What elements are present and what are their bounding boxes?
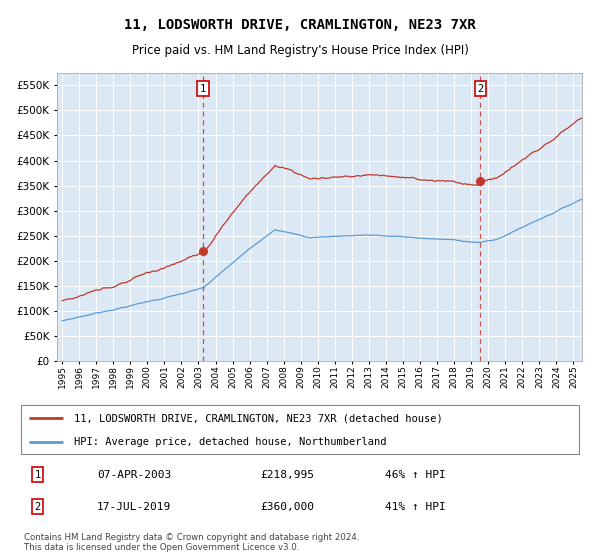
Text: £218,995: £218,995 xyxy=(260,470,314,479)
Text: 1: 1 xyxy=(200,83,206,94)
Text: Contains HM Land Registry data © Crown copyright and database right 2024.
This d: Contains HM Land Registry data © Crown c… xyxy=(23,533,359,552)
Text: £360,000: £360,000 xyxy=(260,502,314,512)
Text: 41% ↑ HPI: 41% ↑ HPI xyxy=(385,502,445,512)
Text: 17-JUL-2019: 17-JUL-2019 xyxy=(97,502,171,512)
Text: HPI: Average price, detached house, Northumberland: HPI: Average price, detached house, Nort… xyxy=(74,436,387,446)
FancyBboxPatch shape xyxy=(21,405,579,454)
Text: Price paid vs. HM Land Registry's House Price Index (HPI): Price paid vs. HM Land Registry's House … xyxy=(131,44,469,57)
Text: 2: 2 xyxy=(477,83,484,94)
Text: 1: 1 xyxy=(35,470,41,479)
Text: 46% ↑ HPI: 46% ↑ HPI xyxy=(385,470,445,479)
Text: 11, LODSWORTH DRIVE, CRAMLINGTON, NE23 7XR (detached house): 11, LODSWORTH DRIVE, CRAMLINGTON, NE23 7… xyxy=(74,413,443,423)
Text: 07-APR-2003: 07-APR-2003 xyxy=(97,470,171,479)
Text: 11, LODSWORTH DRIVE, CRAMLINGTON, NE23 7XR: 11, LODSWORTH DRIVE, CRAMLINGTON, NE23 7… xyxy=(124,18,476,32)
Text: 2: 2 xyxy=(35,502,41,512)
